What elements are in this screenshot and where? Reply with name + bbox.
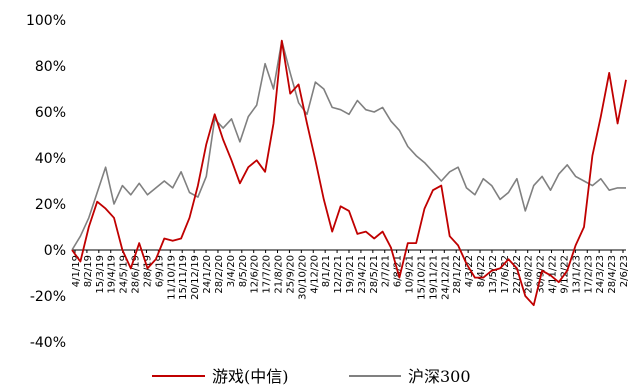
y-tick-label: 20% [35, 197, 66, 213]
y-tick-label: -40% [30, 335, 66, 351]
x-tick-label: 19/11/21 [428, 255, 439, 300]
x-tick-label: 8/4/22 [476, 255, 487, 287]
series-line-game [71, 39, 627, 307]
y-tick-label: -20% [30, 289, 66, 305]
x-tick-label: 8/1/21 [321, 255, 332, 287]
x-tick-label: 2/7/21 [381, 255, 392, 287]
series-lines [71, 39, 627, 307]
x-tick-label: 24/1/20 [202, 255, 213, 294]
x-tick-label: 15/10/21 [416, 255, 427, 300]
x-tick-label: 13/5/22 [488, 255, 499, 294]
x-tick-label: 24/3/23 [595, 255, 606, 294]
y-tick-label: 80% [35, 59, 66, 75]
x-tick-label: 21/8/20 [274, 255, 285, 294]
x-tick-label: 4/3/22 [464, 255, 475, 287]
x-tick-label: 28/1/22 [452, 255, 463, 294]
x-tick-label: 19/3/21 [345, 255, 356, 294]
x-tick-label: 30/10/20 [297, 255, 308, 300]
x-tick-label: 4/12/20 [309, 255, 320, 294]
x-tick-label: 2/6/23 [619, 255, 630, 287]
x-tick-label: 24/5/19 [119, 255, 130, 294]
x-tick-label: 6/9/19 [154, 255, 165, 287]
x-tick-label: 8/2/19 [83, 255, 94, 287]
x-tick-label: 17/7/20 [262, 255, 273, 294]
x-tick-label: 15/11/19 [178, 255, 189, 300]
x-tick-label: 28/2/20 [214, 255, 225, 294]
x-tick-label: 8/5/20 [238, 255, 249, 287]
legend: 游戏(中信) 沪深300 [152, 367, 471, 386]
x-tick-label: 12/6/20 [250, 255, 261, 294]
x-tick-label: 23/4/21 [357, 255, 368, 294]
y-tick-label: 100% [26, 13, 66, 29]
x-tick-label: 28/5/21 [369, 255, 380, 294]
x-tick-label: 28/4/23 [607, 255, 618, 294]
x-tick-label: 26/8/22 [524, 255, 535, 294]
x-tick-label: 28/6/19 [131, 255, 142, 294]
series-line-csi300 [71, 39, 626, 251]
x-tick-label: 22/7/22 [512, 255, 523, 294]
x-tick-label: 24/12/21 [440, 255, 451, 300]
x-tick-label: 17/2/23 [583, 255, 594, 294]
x-tick-label: 3/4/20 [226, 255, 237, 287]
y-axis-ticks: -40% -20% 0% 20% 40% 60% 80% 100% [26, 13, 66, 351]
x-tick-label: 17/6/22 [500, 255, 511, 294]
x-tick-label: 12/2/21 [333, 255, 344, 294]
x-axis-ticks: 4/1/19 8/2/19 15/3/19 19/4/19 24/5/19 28/6/19… [71, 250, 630, 300]
legend-label-csi300: 沪深300 [408, 367, 471, 386]
x-tick-label: 4/11/22 [548, 255, 559, 294]
legend-label-game: 游戏(中信) [212, 367, 289, 386]
x-tick-label: 4/1/19 [71, 255, 82, 287]
x-tick-label: 2/8/19 [142, 255, 153, 287]
x-tick-label: 25/9/20 [285, 255, 296, 294]
x-tick-label: 15/3/19 [95, 255, 106, 294]
x-tick-label: 20/12/19 [190, 255, 201, 300]
y-tick-label: 60% [35, 105, 66, 121]
x-tick-label: 10/9/21 [405, 255, 416, 294]
y-tick-label: 40% [35, 151, 66, 167]
y-tick-label: 0% [44, 243, 66, 259]
x-tick-label: 19/4/19 [107, 255, 118, 294]
x-tick-label: 13/1/23 [571, 255, 582, 294]
x-tick-label: 11/10/19 [166, 255, 177, 300]
